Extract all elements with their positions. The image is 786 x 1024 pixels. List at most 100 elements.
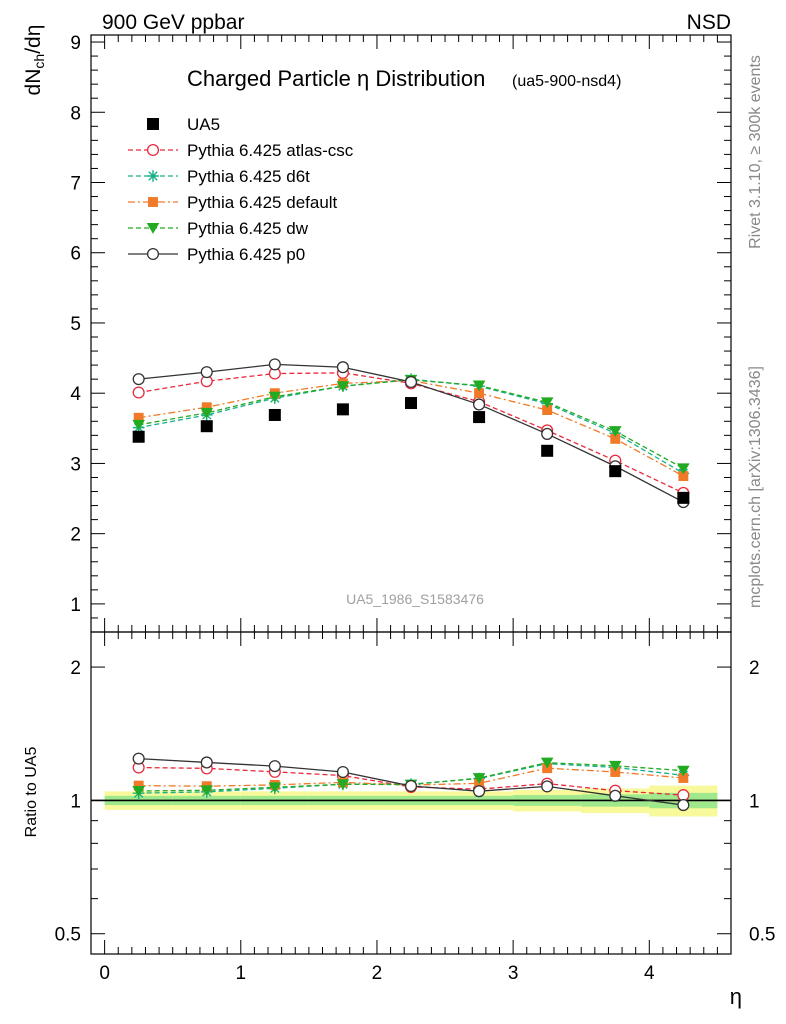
ratio-point-pythia-6-425-dw [472,773,486,784]
y-tick-label-ratio-left: 0.5 [55,925,81,946]
legend-marker-ua5 [147,118,159,130]
y-axis-label-main-subscript: ch [31,54,47,69]
ratio-point-pythia-6-425-dw [268,782,282,794]
y-tick-label-ratio-right: 2 [749,658,760,679]
series-point-pythia-6-425-p0 [200,366,213,379]
legend-label-pythia-6-425-d6t: Pythia 6.425 d6t [187,167,310,186]
uncertainty-band-main [105,395,718,507]
y-tick-label-ratio-right: 0.5 [749,925,775,946]
legend-label-pythia-6-425-atlas-csc: Pythia 6.425 atlas-csc [187,141,354,160]
legend-marker-pythia-6-425-p0 [146,247,160,261]
ratio-point-pythia-6-425-dw [540,757,554,769]
series-point-pythia-6-425-p0 [541,427,554,440]
chart-subtitle: (ua5-900-nsd4) [512,73,621,90]
x-tick-label: 2 [372,963,383,984]
data-point-ua5 [132,430,145,443]
series-point-pythia-6-425-dw [268,391,282,403]
ratio-point-pythia-6-425-dw [200,785,214,797]
x-tick-label: 3 [508,963,519,984]
series-point-pythia-6-425-dw [200,407,214,419]
data-point-ua5 [609,465,622,478]
series-point-pythia-6-425-dw [132,419,145,431]
series-point-pythia-6-425-p0 [336,361,349,374]
y-tick-label-main: 5 [70,314,81,335]
header-collision-label: 900 GeV ppbar [102,11,244,34]
x-tick-label: 4 [644,963,655,984]
main-axis-ticks: 1 2 3 4 5 6 7 8 9 [70,33,731,632]
data-point-ua5 [677,491,690,504]
ratio-point-pythia-6-425-p0 [336,765,349,779]
ratio-point-pythia-6-425-p0 [473,785,486,798]
chart-title: Charged Particle η Distribution [187,66,485,91]
y-tick-label-main: 2 [70,525,81,546]
analysis-watermark: UA5_1986_S1583476 [346,591,484,607]
ratio-point-pythia-6-425-dw [677,765,690,777]
ratio-point-pythia-6-425-p0 [404,779,418,793]
data-point-ua5 [336,403,349,416]
ratio-point-pythia-6-425-dw [132,786,145,797]
x-tick-label: 1 [235,963,246,984]
legend: UA5 Pythia 6.425 atlas-csc Pythia 6.425 d6… [128,115,354,264]
y-tick-label-main: 8 [70,103,81,124]
y-tick-label-main: 7 [70,173,81,194]
series-point-pythia-6-425-p0 [473,398,486,411]
series-point-pythia-6-425-default [678,471,689,482]
ratio-series-layer [132,752,690,812]
y-tick-label-main: 9 [70,33,81,54]
series-point-pythia-6-425-default [474,388,485,399]
ratio-point-pythia-6-425-default [133,780,144,791]
ratio-point-pythia-6-425-p0 [200,756,213,769]
ratio-point-pythia-6-425-dw [336,779,350,791]
x-axis-tick-labels: 0 1 2 3 4 [99,963,655,984]
mcplots-credit-label: mcplots.cern.ch [arXiv:1306.3436] [747,366,764,608]
ratio-point-pythia-6-425-dw [608,760,622,772]
y-axis-label-main-text: dN [22,69,45,96]
data-point-ua5 [473,411,486,424]
ratio-point-pythia-6-425-default [610,767,621,777]
y-axis-label-ratio: Ratio to UA5 [23,747,40,838]
y-tick-label-main: 3 [70,454,81,475]
ratio-point-pythia-6-425-default [678,773,689,783]
series-point-pythia-6-425-default [542,405,553,416]
series-point-pythia-6-425-dw [336,381,350,393]
y-axis-label-main-tail: /dη [22,25,45,54]
series-point-pythia-6-425-atlas-csc [132,386,145,399]
legend-label-pythia-6-425-dw: Pythia 6.425 dw [187,219,309,238]
ratio-axis-ticks: 0.5 0.5 1 1 2 2 [55,632,775,954]
ratio-frame [90,631,732,955]
series-point-pythia-6-425-dw [540,397,554,409]
series-point-pythia-6-425-default [610,433,621,444]
ratio-point-pythia-6-425-p0 [268,760,281,773]
legend-marker-pythia-6-425-default [148,197,158,207]
legend-label-ua5: UA5 [187,115,220,134]
ratio-point-pythia-6-425-p0 [609,789,622,802]
series-point-pythia-6-425-p0 [404,375,418,389]
legend-marker-pythia-6-425-atlas-csc [146,143,160,157]
x-axis-label: η [730,984,742,1009]
legend-label-pythia-6-425-p0: Pythia 6.425 p0 [187,245,305,264]
y-tick-label-main: 1 [70,595,81,616]
header-process-label: NSD [687,11,731,34]
series-point-pythia-6-425-p0 [132,373,145,386]
y-tick-label-main: 6 [70,244,81,265]
series-point-pythia-6-425-dw [608,426,622,437]
ratio-point-pythia-6-425-p0 [677,799,690,812]
series-point-pythia-6-425-default [133,412,144,423]
ratio-point-pythia-6-425-p0 [132,752,145,765]
legend-label-pythia-6-425-default: Pythia 6.425 default [187,193,338,212]
x-tick-label: 0 [99,963,110,984]
y-axis-label-main: dNch/dη [22,25,47,96]
y-tick-label-ratio-left: 2 [70,658,81,679]
data-point-ua5 [541,444,554,457]
ratio-point-pythia-6-425-atlas-csc [677,789,690,802]
series-point-pythia-6-425-dw [472,380,486,392]
legend-marker-pythia-6-425-dw [146,223,160,234]
y-tick-label-ratio-left: 1 [70,791,81,812]
data-point-ua5 [405,397,417,410]
y-tick-label-ratio-right: 1 [749,791,760,812]
legend-marker-pythia-6-425-d6t [147,170,159,182]
main-panel: 1 2 3 4 5 6 7 8 9 Charged Particle η Distributio… [22,25,732,633]
rivet-version-label: Rivet 3.1.10, ≥ 300k events [747,55,764,249]
main-series-layer [132,358,690,509]
